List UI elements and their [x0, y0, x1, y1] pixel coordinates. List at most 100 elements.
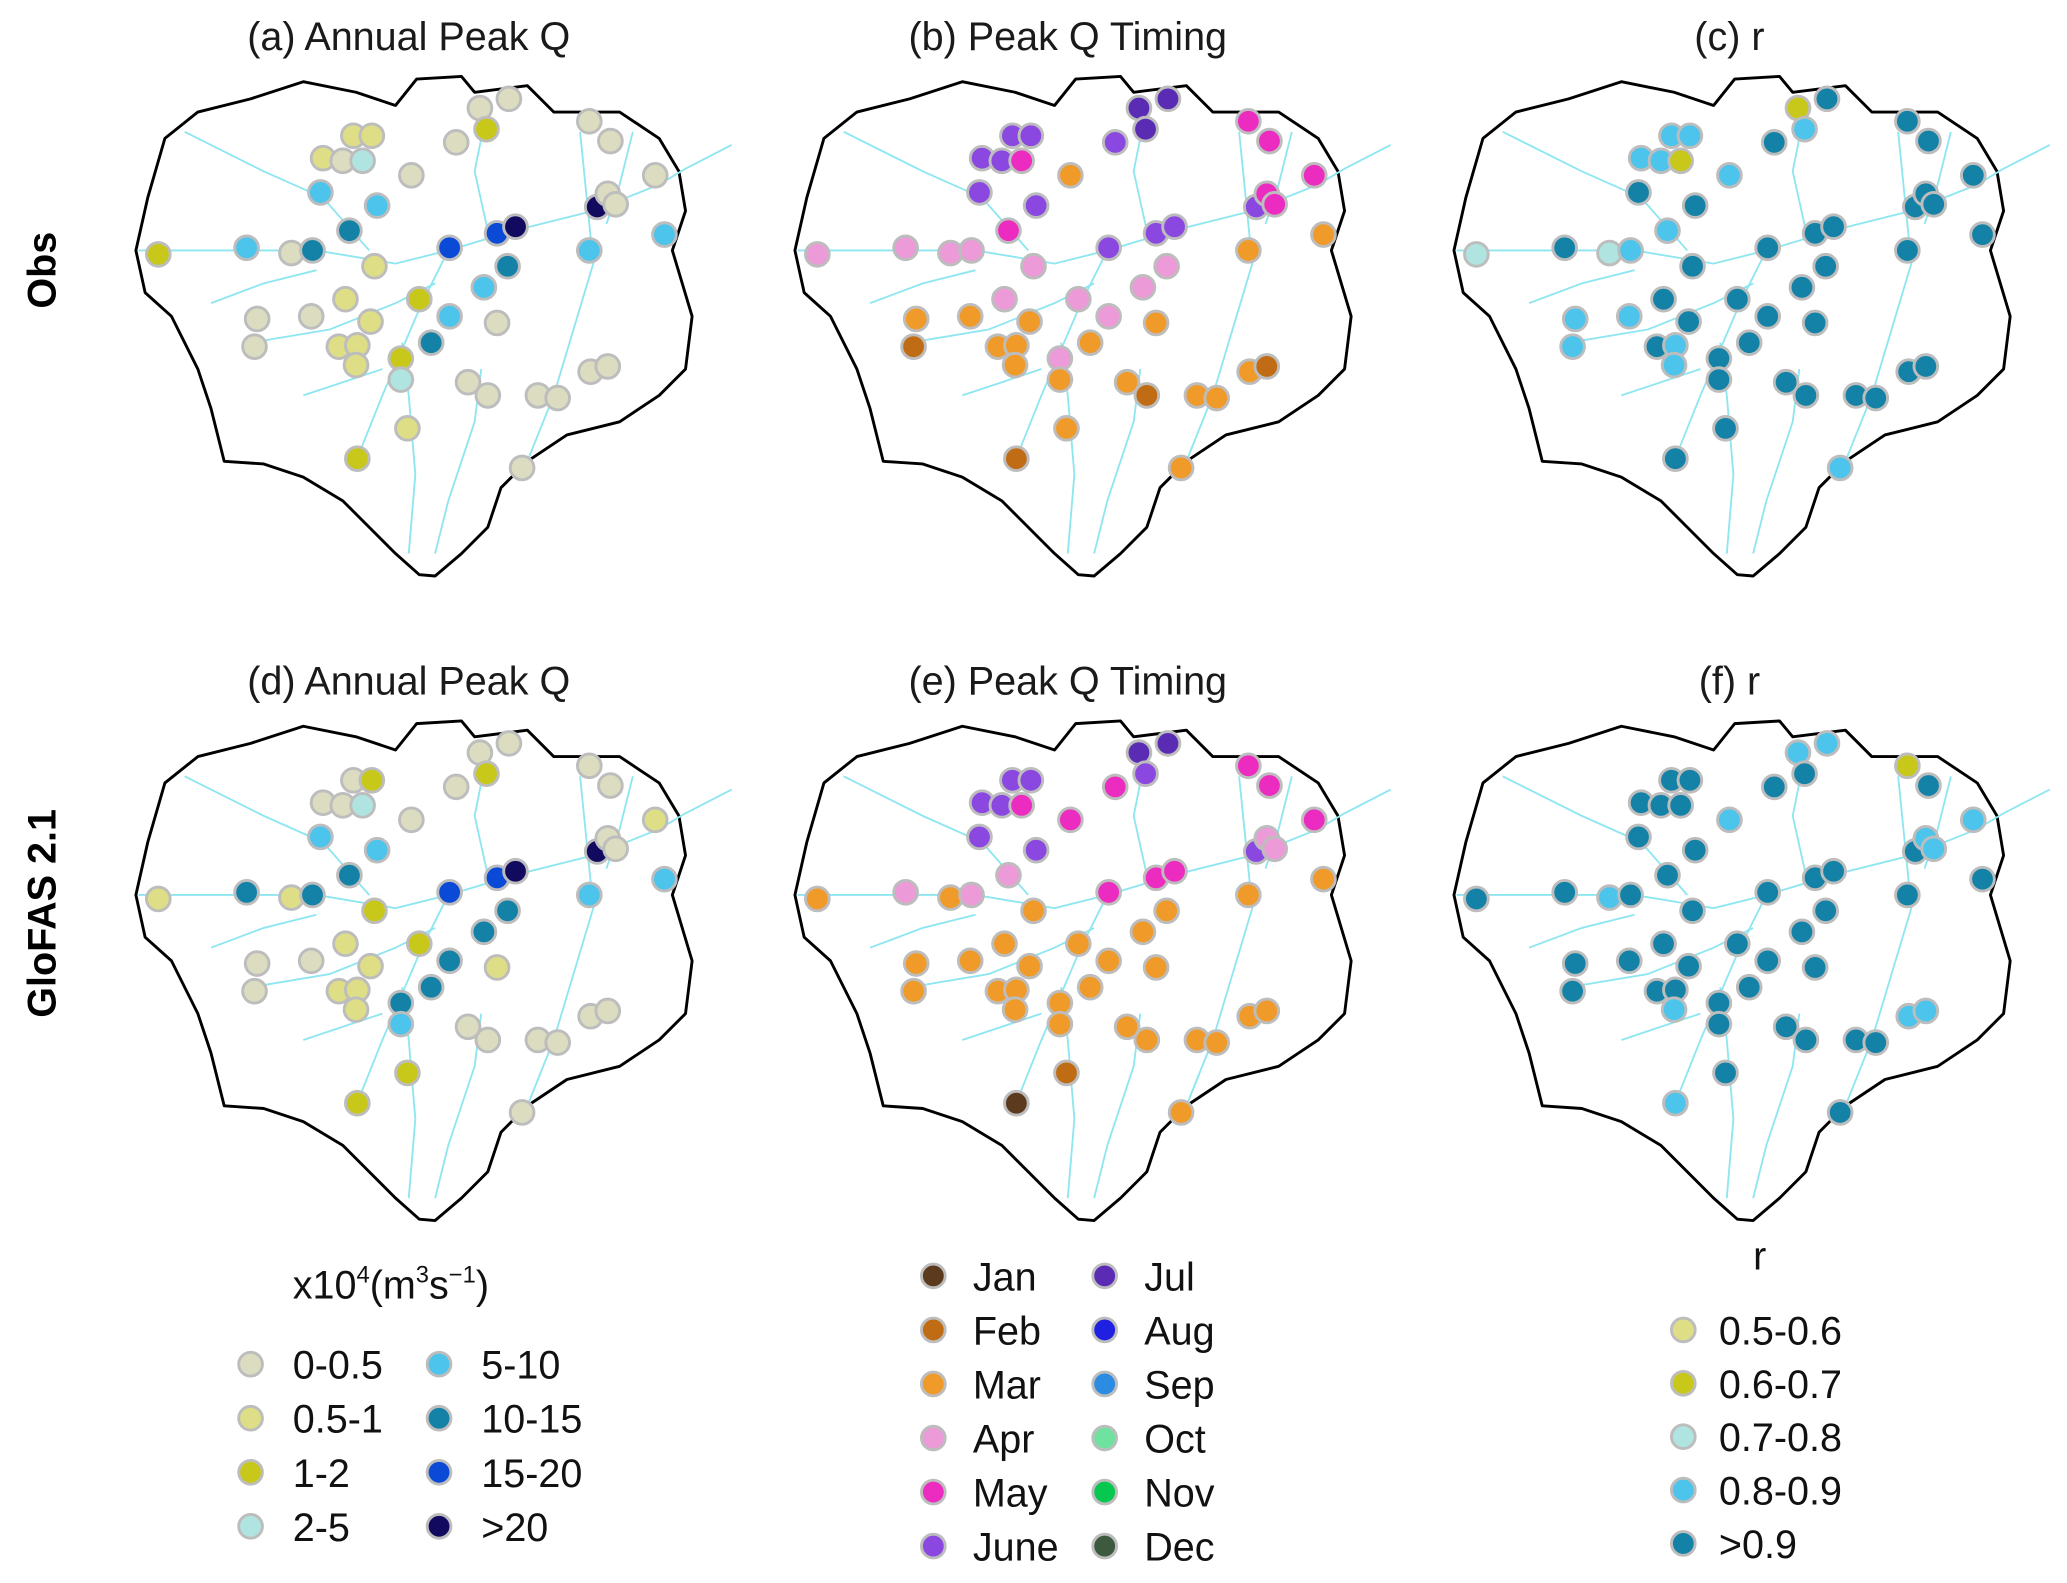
river [1844, 776, 1913, 1107]
station-marker [470, 274, 498, 301]
legend-timing-item: Dec [1091, 1526, 1215, 1570]
station-marker [1113, 1013, 1141, 1041]
station-marker [1095, 879, 1122, 906]
station-marker [641, 806, 669, 834]
station-marker [349, 147, 376, 175]
station-marker [1676, 122, 1704, 150]
station-marker [358, 122, 386, 150]
station-marker [1101, 773, 1129, 801]
station-marker [1772, 1013, 1800, 1041]
station-marker [1617, 237, 1644, 264]
station-marker [1133, 382, 1161, 409]
river [1185, 776, 1254, 1107]
legend-swatch [1669, 1476, 1697, 1504]
station-marker [344, 1089, 371, 1117]
station-marker [297, 303, 325, 330]
station-marker [398, 161, 425, 189]
station-marker [1894, 107, 1921, 135]
station-marker [1617, 881, 1644, 909]
station-marker [1076, 329, 1104, 357]
river [962, 1012, 1042, 1041]
station-marker [1788, 274, 1816, 301]
station-marker [1154, 85, 1182, 113]
station-marker [1705, 366, 1733, 393]
station-marker [1654, 861, 1681, 889]
station-marker [508, 454, 536, 482]
station-marker [1559, 977, 1586, 1005]
legend-timing-item: June [920, 1526, 1059, 1570]
river [210, 913, 317, 949]
legend-swatch [1091, 1262, 1118, 1290]
station-marker [398, 806, 425, 834]
station-marker [902, 305, 930, 333]
legend-peak-item: 5-10 [425, 1344, 560, 1388]
station-marker [1920, 190, 1948, 218]
legend-swatch [237, 1458, 264, 1486]
station-marker [473, 115, 500, 143]
station-marker [966, 179, 993, 206]
station-marker [1969, 865, 1996, 893]
basin-outline [1452, 719, 2012, 1222]
panel-title-c: (c) r [1694, 15, 1764, 59]
station-marker [1681, 836, 1709, 864]
station-marker [1650, 930, 1677, 958]
station-marker [1625, 823, 1652, 851]
station-marker [394, 1059, 421, 1087]
legend-label: 0.8-0.9 [1719, 1470, 1842, 1514]
station-marker [1862, 384, 1890, 412]
station-marker [1681, 192, 1709, 219]
legend-label: Oct [1144, 1418, 1206, 1462]
station-marker [1203, 384, 1231, 412]
station-marker [991, 930, 1018, 958]
river [1185, 131, 1254, 462]
station-marker [1675, 952, 1702, 980]
station-marker [1053, 415, 1080, 442]
legend-r-item: 0.7-0.8 [1669, 1416, 1842, 1460]
station-marker [336, 217, 363, 244]
legend-swatch [920, 1478, 947, 1506]
river [526, 131, 595, 462]
station-marker [1551, 879, 1578, 906]
river [1528, 913, 1635, 949]
legend-label: 15-20 [481, 1452, 582, 1496]
station-marker [1969, 221, 1996, 248]
station-marker [1667, 147, 1694, 175]
station-marker [1003, 1089, 1030, 1117]
legend-label: 2-5 [293, 1506, 350, 1550]
station-marker [233, 234, 260, 262]
station-marker [1463, 241, 1490, 268]
station-marker [363, 836, 391, 864]
legend-label: Nov [1144, 1472, 1215, 1516]
station-marker [1559, 333, 1586, 360]
station-marker [1046, 1010, 1074, 1038]
map-panel-d [134, 719, 733, 1222]
station-marker [900, 977, 927, 1005]
station-marker [144, 241, 172, 268]
station-marker [804, 885, 831, 913]
station-marker [1253, 353, 1281, 380]
station-marker [1017, 122, 1045, 150]
station-marker [1016, 952, 1043, 980]
legend-swatch [425, 1350, 453, 1378]
station-marker [394, 415, 421, 442]
station-marker [1008, 792, 1035, 819]
legend-swatch [920, 1262, 947, 1290]
station-marker [1912, 353, 1940, 380]
legend-label: Mar [973, 1363, 1041, 1407]
station-marker [594, 353, 622, 380]
panel-title-a: (a) Annual Peak Q [247, 15, 570, 59]
station-marker [494, 252, 521, 280]
station-marker [602, 835, 629, 863]
panel-title-b: (b) Peak Q Timing [908, 15, 1227, 59]
station-marker [1020, 897, 1047, 925]
legend-timing-item: May [920, 1472, 1048, 1516]
row-label-glofas: GloFAS 2.1 [20, 809, 64, 1018]
row-label-obs: Obs [20, 232, 64, 309]
station-marker [1667, 792, 1694, 819]
river [1456, 144, 2051, 265]
legend-swatch [920, 1532, 947, 1560]
station-marker [902, 950, 930, 977]
legend-swatch [920, 1424, 947, 1452]
station-marker [1754, 234, 1781, 262]
legend-label: 5-10 [481, 1344, 560, 1388]
